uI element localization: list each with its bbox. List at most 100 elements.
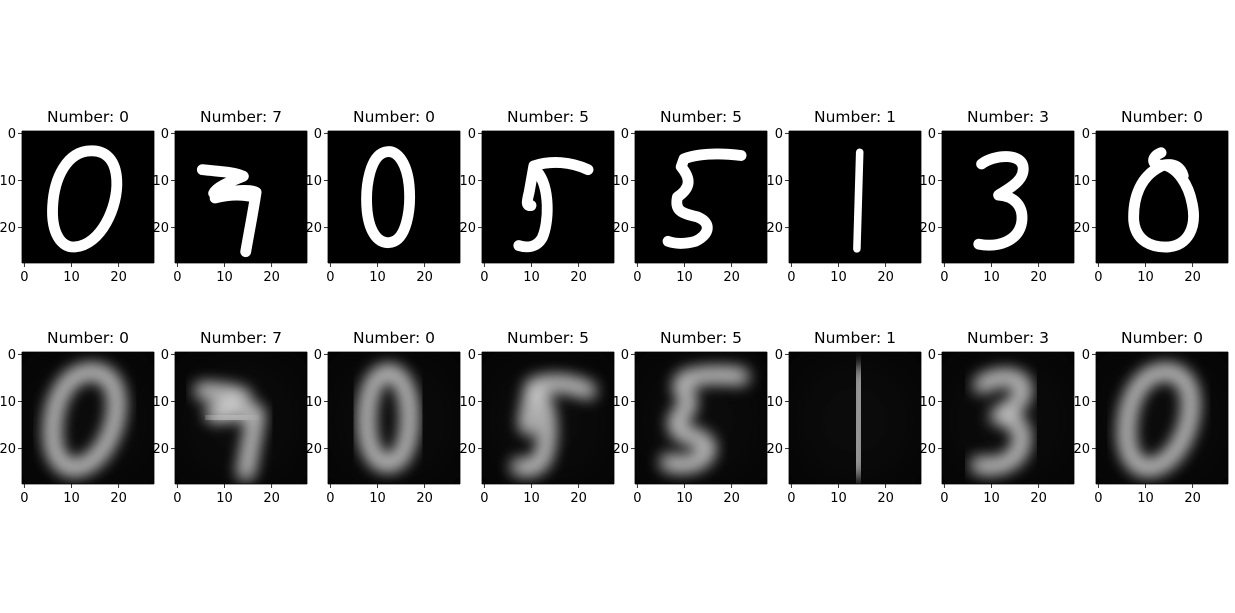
- x-tick-label: 0: [480, 491, 488, 506]
- x-tick-label: 10: [216, 491, 233, 506]
- y-tick-label: 0: [161, 127, 169, 142]
- y-tick-label: 20: [1073, 442, 1090, 457]
- y-tick-label: 0: [1082, 348, 1090, 363]
- y-tick-label: 0: [775, 348, 783, 363]
- reconstructed-digit-image: [175, 352, 307, 484]
- image-panel: Number: 0 0 10 20 0 10 20: [0, 329, 155, 506]
- reconstructed-digit-image: [482, 352, 614, 484]
- x-tick-label: 20: [1184, 491, 1201, 506]
- x-tick-label: 20: [263, 491, 280, 506]
- y-tick-label: 20: [1073, 221, 1090, 236]
- x-tick-label: 20: [1184, 270, 1201, 285]
- x-tick-label: 10: [1137, 270, 1154, 285]
- panel-title: Number: 0: [353, 108, 435, 126]
- panel-title: Number: 5: [660, 329, 742, 347]
- y-tick-label: 20: [919, 221, 936, 236]
- digit-stroke: [209, 189, 254, 204]
- y-tick-label: 10: [305, 395, 322, 410]
- panel-title: Number: 5: [507, 108, 589, 126]
- digit-stroke: [973, 151, 1029, 251]
- image-panel: Number: 5 0 10 20 0 10 20: [459, 108, 615, 285]
- image-panel: Number: 0 0 10 20 0 10 20: [305, 108, 461, 285]
- x-tick-label: 20: [416, 491, 433, 506]
- x-tick-label: 20: [570, 491, 587, 506]
- y-tick-label: 0: [775, 127, 783, 142]
- digit-image: [789, 131, 921, 263]
- y-tick-label: 10: [0, 395, 16, 410]
- panel-title: Number: 0: [353, 329, 435, 347]
- y-tick-label: 10: [919, 174, 936, 189]
- y-tick-label: 20: [0, 442, 16, 457]
- y-tick-label: 0: [8, 127, 16, 142]
- x-tick-label: 20: [110, 491, 127, 506]
- digit-stroke: [1128, 147, 1199, 253]
- image-panel: Number: 0 0 10 20 0 10 20: [0, 108, 155, 285]
- panel-title: Number: 5: [660, 108, 742, 126]
- panel-title: Number: 3: [967, 329, 1049, 347]
- panel-title: Number: 0: [47, 329, 129, 347]
- y-tick-label: 0: [621, 348, 629, 363]
- y-tick-label: 10: [766, 395, 783, 410]
- x-tick-label: 20: [1030, 491, 1047, 506]
- x-tick-label: 0: [633, 491, 641, 506]
- x-tick-label: 0: [940, 270, 948, 285]
- x-tick-label: 0: [1094, 270, 1102, 285]
- y-tick-label: 10: [919, 395, 936, 410]
- x-tick-label: 0: [173, 491, 181, 506]
- x-tick-label: 10: [369, 491, 386, 506]
- y-tick-label: 0: [314, 127, 322, 142]
- x-tick-label: 10: [676, 270, 693, 285]
- x-tick-label: 0: [787, 491, 795, 506]
- y-tick-label: 20: [459, 221, 476, 236]
- y-tick-label: 20: [152, 442, 169, 457]
- x-tick-label: 0: [326, 270, 334, 285]
- y-tick-label: 10: [612, 395, 629, 410]
- digit-image: [1096, 131, 1228, 263]
- y-tick-label: 0: [161, 348, 169, 363]
- x-tick-label: 20: [723, 491, 740, 506]
- panel-title: Number: 1: [814, 108, 896, 126]
- reconstructed-digit-image: [635, 352, 767, 484]
- y-tick-label: 10: [152, 395, 169, 410]
- panel-title: Number: 0: [1121, 108, 1203, 126]
- y-tick-label: 20: [612, 221, 629, 236]
- y-tick-label: 10: [459, 395, 476, 410]
- y-tick-label: 10: [459, 174, 476, 189]
- digit-stroke: [662, 148, 747, 249]
- x-tick-label: 10: [63, 491, 80, 506]
- x-tick-label: 0: [633, 270, 641, 285]
- x-tick-label: 0: [326, 491, 334, 506]
- image-panel: Number: 5 0 10 20 0 10 20: [612, 108, 768, 285]
- x-tick-label: 20: [877, 270, 894, 285]
- x-tick-label: 10: [523, 491, 540, 506]
- image-panel: Number: 0 0 10 20 0 10 20: [1073, 329, 1229, 506]
- x-tick-label: 10: [983, 491, 1000, 506]
- reconstructed-digit-image: [22, 352, 154, 484]
- reconstructed-digit-image: [942, 352, 1074, 484]
- y-tick-label: 10: [1073, 395, 1090, 410]
- image-panel: Number: 7 0 10 20 0 10 20: [152, 108, 308, 285]
- image-panel: Number: 3 0 10 20 0 10 20: [919, 329, 1075, 506]
- image-panel: Number: 0 0 10 20 0 10 20: [305, 329, 461, 506]
- y-tick-label: 0: [1082, 127, 1090, 142]
- y-tick-label: 20: [919, 442, 936, 457]
- digit-image: [482, 131, 614, 263]
- x-tick-label: 10: [983, 270, 1000, 285]
- image-panel: Number: 5 0 10 20 0 10 20: [612, 329, 768, 506]
- y-tick-label: 20: [152, 221, 169, 236]
- x-tick-label: 20: [723, 270, 740, 285]
- x-tick-label: 10: [63, 270, 80, 285]
- y-tick-label: 20: [766, 221, 783, 236]
- digit-stroke: [47, 145, 123, 253]
- y-tick-label: 10: [305, 174, 322, 189]
- x-tick-label: 20: [263, 270, 280, 285]
- x-tick-label: 0: [20, 270, 28, 285]
- panel-title: Number: 5: [507, 329, 589, 347]
- x-tick-label: 20: [570, 270, 587, 285]
- x-tick-label: 10: [676, 491, 693, 506]
- y-tick-label: 10: [0, 174, 16, 189]
- x-tick-label: 0: [1094, 491, 1102, 506]
- digit-image: [942, 131, 1074, 263]
- y-tick-label: 10: [612, 174, 629, 189]
